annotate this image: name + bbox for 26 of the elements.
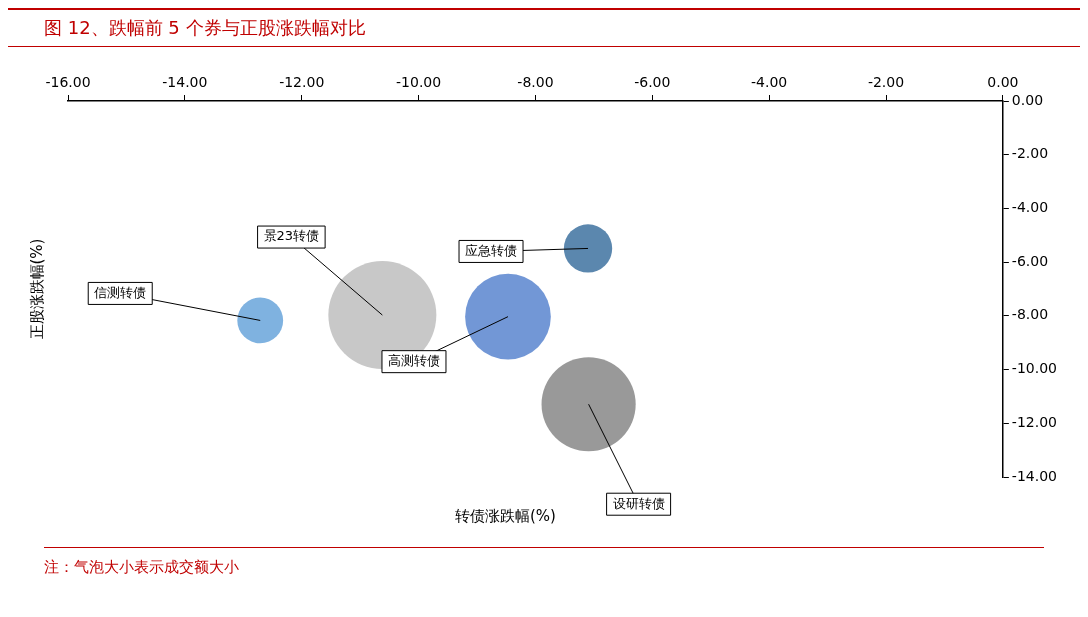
y-tick-label: -14.00 bbox=[1011, 467, 1058, 484]
x-tick-label: -10.00 bbox=[396, 74, 442, 91]
y-tick-label: -8.00 bbox=[1011, 306, 1049, 323]
x-tick-label: -2.00 bbox=[867, 74, 905, 91]
x-axis-title: 转债涨跌幅(%) bbox=[454, 506, 556, 525]
y-tick-label: -10.00 bbox=[1011, 360, 1058, 377]
y-tick-label: 0.00 bbox=[1011, 91, 1044, 108]
x-tick-label: -12.00 bbox=[279, 74, 325, 91]
text: 注：气泡大小表示成交额大小 bbox=[44, 558, 239, 576]
annotation: 高测转债 bbox=[387, 353, 440, 369]
x-tick-label: -6.00 bbox=[634, 74, 671, 91]
annotation: 景23转债 bbox=[263, 228, 320, 244]
y-tick-label: -12.00 bbox=[1011, 413, 1058, 430]
x-tick-label: -8.00 bbox=[517, 74, 554, 91]
x-tick-label: 0.00 bbox=[987, 74, 1019, 91]
x-tick-label: -16.00 bbox=[45, 74, 91, 91]
annotation: 设研转债 bbox=[612, 495, 665, 511]
chart-title: 图 12、跌幅前 5 个券与正股涨跌幅对比 bbox=[8, 8, 1080, 47]
y-tick-label: -2.00 bbox=[1011, 145, 1049, 162]
x-tick-label: -4.00 bbox=[751, 74, 788, 91]
y-tick-label: -6.00 bbox=[1011, 252, 1049, 269]
annotation: 应急转债 bbox=[465, 242, 518, 258]
annotation: 信测转债 bbox=[94, 284, 147, 300]
y-axis-title: 正股涨跌幅(%) bbox=[27, 238, 46, 340]
y-tick-label: -4.00 bbox=[1011, 199, 1049, 216]
x-tick-label: -14.00 bbox=[162, 74, 208, 91]
